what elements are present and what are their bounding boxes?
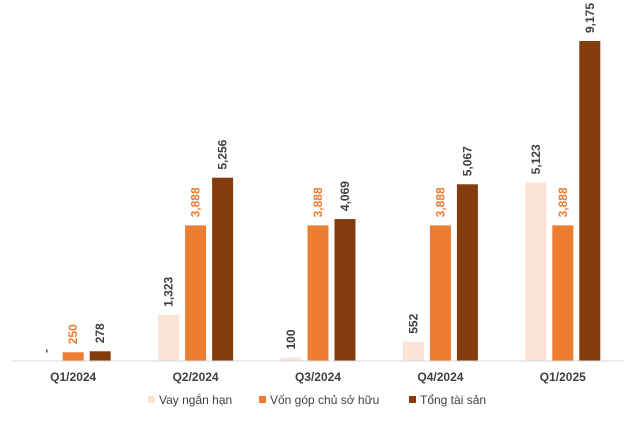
data-label-tong-tai-san-q4-2024: 5,067 [460, 146, 474, 176]
data-label-vay-ngan-han-q2-2024: 1,323 [162, 277, 176, 307]
legend-label-tong-tai-san: Tổng tài sản [420, 393, 486, 407]
legend-item-vay-ngan-han: Vay ngắn hạn [148, 392, 232, 407]
x-axis-ticks: Q1/2024 Q2/2024 Q3/2024 Q4/2024 Q1/2025 [50, 370, 586, 384]
legend-swatch-vay-ngan-han [148, 396, 155, 403]
legend-swatch-von-gop-chu-so-huu [259, 396, 266, 403]
data-label-tong-tai-san-q1-2025: 9,175 [583, 3, 597, 33]
bars-layer: - 250 278 1,323 3,888 5,256 100 3,888 4,069 552 3,… [39, 3, 601, 361]
legend-label-von-gop-chu-so-huu: Vốn góp chủ sở hữu [270, 393, 379, 407]
bar-von-gop-chu-so-huu-q3-2024 [307, 225, 329, 361]
data-label-vay-ngan-han-q4-2024: 552 [406, 313, 420, 333]
data-label-von-gop-chu-so-huu-q2-2024: 3,888 [189, 187, 203, 217]
data-label-von-gop-chu-so-huu-q1-2024: 250 [66, 324, 80, 344]
data-label-von-gop-chu-so-huu-q3-2024: 3,888 [311, 187, 325, 217]
x-tick-label-q3-2024: Q3/2024 [295, 370, 341, 384]
data-label-tong-tai-san-q3-2024: 4,069 [338, 181, 352, 211]
data-label-von-gop-chu-so-huu-q4-2024: 3,888 [433, 187, 447, 217]
legend-item-von-gop-chu-so-huu: Vốn góp chủ sở hữu [259, 393, 379, 407]
legend-label-vay-ngan-han: Vay ngắn hạn [159, 392, 232, 407]
data-label-tong-tai-san-q1-2024: 278 [93, 323, 107, 343]
bar-tong-tai-san-q1-2024 [89, 351, 111, 361]
data-label-vay-ngan-han-q1-2024: - [39, 349, 53, 353]
x-tick-label-q4-2024: Q4/2024 [417, 370, 463, 384]
bar-vay-ngan-han-q2-2024 [158, 314, 180, 361]
data-label-vay-ngan-han-q3-2024: 100 [284, 329, 298, 349]
bar-vay-ngan-han-q3-2024 [280, 357, 302, 361]
bar-tong-tai-san-q3-2024 [334, 219, 356, 361]
bar-tong-tai-san-q4-2024 [456, 184, 478, 361]
x-tick-label-q1-2024: Q1/2024 [50, 370, 96, 384]
bar-vay-ngan-han-q1-2025 [525, 182, 547, 361]
bar-von-gop-chu-so-huu-q2-2024 [185, 225, 207, 361]
data-label-von-gop-chu-so-huu-q1-2025: 3,888 [556, 187, 570, 217]
data-label-vay-ngan-han-q1-2025: 5,123 [529, 144, 543, 174]
legend-item-tong-tai-san: Tổng tài sản [409, 393, 486, 407]
bar-von-gop-chu-so-huu-q4-2024 [429, 225, 451, 361]
x-tick-label-q2-2024: Q2/2024 [173, 370, 219, 384]
x-tick-label-q1-2025: Q1/2025 [540, 370, 586, 384]
bar-tong-tai-san-q1-2025 [579, 41, 601, 361]
bar-vay-ngan-han-q4-2024 [402, 341, 424, 361]
bar-von-gop-chu-so-huu-q1-2025 [552, 225, 574, 361]
legend: Vay ngắn hạn Vốn góp chủ sở hữu Tổng tài s… [148, 392, 486, 407]
bar-von-gop-chu-so-huu-q1-2024 [62, 352, 84, 361]
bar-tong-tai-san-q2-2024 [212, 177, 234, 361]
legend-swatch-tong-tai-san [409, 396, 416, 403]
data-label-tong-tai-san-q2-2024: 5,256 [216, 139, 230, 169]
